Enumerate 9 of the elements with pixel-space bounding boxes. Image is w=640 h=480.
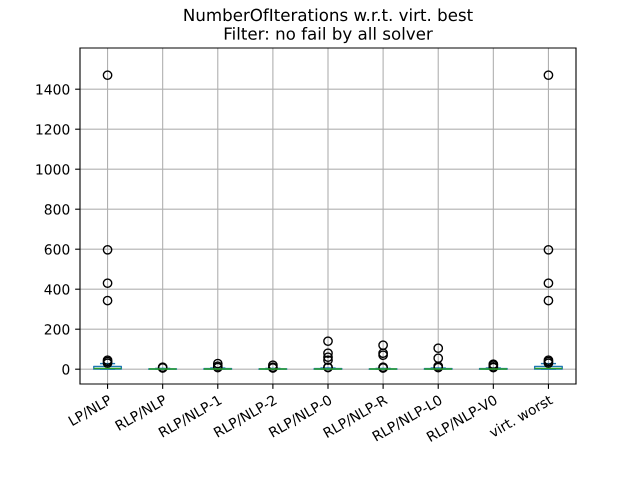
y-tick-label: 0: [62, 364, 70, 375]
y-tick-label: 1000: [36, 164, 70, 175]
y-tick-label: 1200: [36, 124, 70, 135]
y-tick-label: 200: [44, 324, 70, 335]
y-tick-label: 1400: [36, 84, 70, 95]
y-tick-label: 400: [44, 284, 70, 295]
chart-title: NumberOfIterations w.r.t. virt. best Filter: no fail by all solver: [184, 8, 473, 44]
y-tick-label: 600: [44, 244, 70, 255]
y-tick-label: 800: [44, 204, 70, 215]
